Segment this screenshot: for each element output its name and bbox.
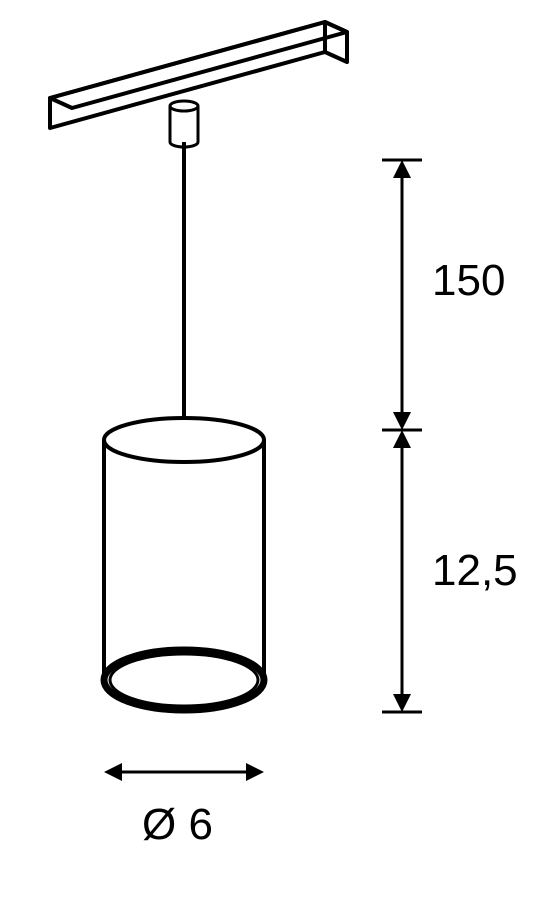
dimension-body-height: 12,5	[432, 546, 518, 596]
dimension-diameter: Ø 6	[142, 800, 213, 850]
dimension-cable-length: 150	[432, 256, 505, 306]
technical-drawing	[0, 0, 549, 900]
